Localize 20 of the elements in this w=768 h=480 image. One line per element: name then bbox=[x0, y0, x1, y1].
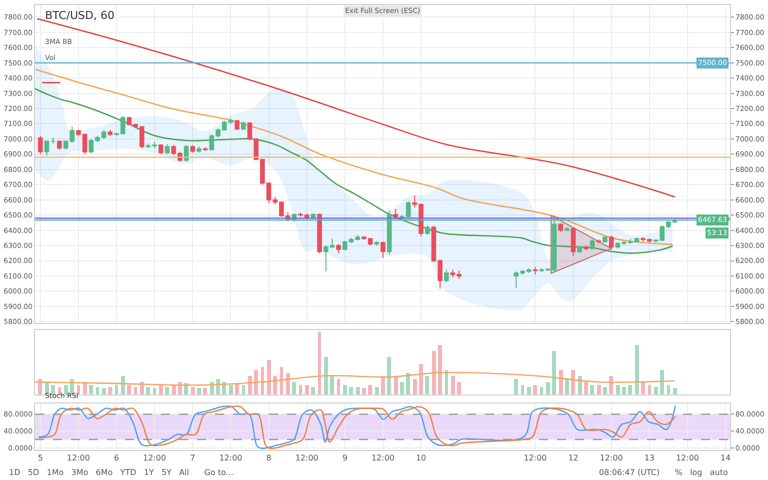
x-tick-label: 12:00 bbox=[371, 454, 395, 463]
x-tick-label: 12:00 bbox=[676, 454, 700, 463]
x-tick-label: 9 bbox=[342, 454, 348, 463]
x-tick-label: 10 bbox=[416, 454, 426, 463]
x-tick-label: 14 bbox=[720, 454, 731, 463]
x-tick-label: 6 bbox=[114, 454, 120, 463]
text: 08:06:47 (UTC) % log auto bbox=[599, 468, 728, 477]
chart-title: BTC/USD, 60 bbox=[45, 9, 115, 22]
x-tick-label: 8 bbox=[266, 454, 272, 463]
x-tick-label: 13 bbox=[644, 454, 655, 463]
x-tick-label: 12:00 bbox=[219, 454, 242, 463]
x-tick-label: 12 bbox=[568, 454, 578, 463]
text: 1D 5D 1Mo 3Mo 6Mo YTD 1Y 5Y All Go to... bbox=[9, 468, 234, 477]
x-tick-label: 12:00 bbox=[66, 454, 90, 463]
x-tick-label: 12:00 bbox=[295, 454, 318, 463]
x-tick-label: 12:00 bbox=[524, 454, 547, 463]
x-tick-label: 5 bbox=[38, 454, 43, 463]
x-tick-label: 12:00 bbox=[600, 454, 623, 463]
x-tick-label: 12:00 bbox=[143, 454, 166, 463]
x-tick-label: 7 bbox=[190, 454, 196, 463]
